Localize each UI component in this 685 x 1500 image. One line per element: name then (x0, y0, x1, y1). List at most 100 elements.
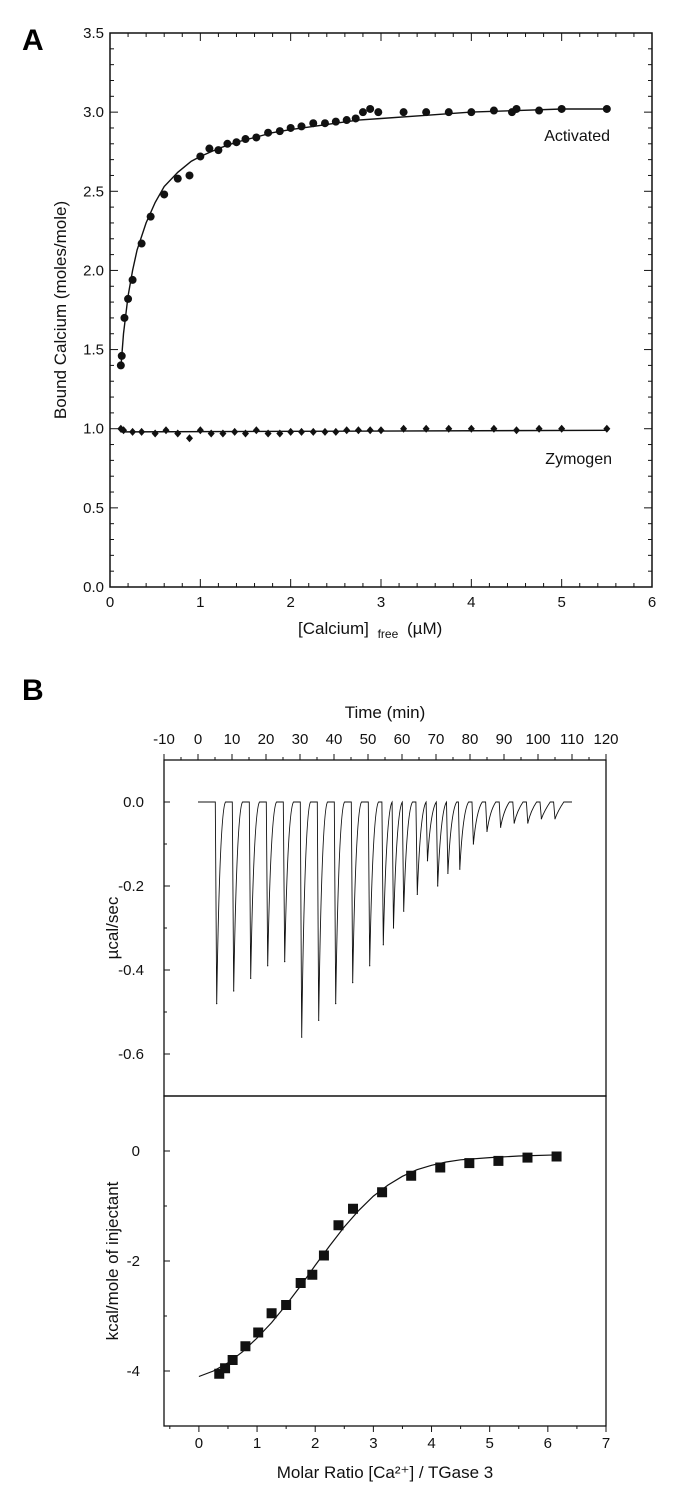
x-tick-label: 5 (557, 594, 565, 611)
data-point-activated (602, 104, 611, 113)
injection-peak (318, 1019, 320, 1022)
injection-peak (216, 1003, 218, 1005)
data-point-zymogen (129, 427, 137, 436)
data-point-activated (117, 351, 126, 360)
panel-a-axes-box (109, 32, 653, 588)
integrated-data-point (493, 1155, 504, 1166)
data-point-activated (467, 108, 476, 117)
x-tick-label: 6 (648, 594, 656, 611)
data-point-activated (185, 171, 194, 180)
data-point-activated (351, 114, 360, 123)
data-point-activated (173, 174, 182, 183)
data-point-activated (535, 106, 544, 115)
data-point-activated (252, 133, 261, 142)
integrated-data-point (253, 1327, 264, 1338)
data-point-zymogen (298, 427, 306, 436)
data-point-activated (124, 294, 133, 303)
panel-label-a: A (22, 24, 44, 57)
injection-peak (250, 977, 252, 980)
integrated-data-point (220, 1363, 231, 1374)
data-point-activated (557, 104, 566, 113)
injection-peak (500, 826, 502, 828)
data-point-activated (232, 138, 241, 147)
time-tick-label: 10 (224, 731, 241, 748)
raw-heat-trace-line (198, 800, 572, 1038)
x-tick-label: 4 (467, 594, 475, 611)
panel-a-data-points (116, 104, 611, 443)
integrated-data-point (318, 1250, 329, 1261)
data-point-activated (342, 116, 351, 125)
integrated-data-point (406, 1170, 417, 1181)
raw-y-tick-label: 0.0 (123, 794, 144, 811)
data-point-zymogen (252, 426, 260, 435)
panel-b-raw-axis-ticks: -10 0 10 20 30 40 50 60 70 80 90 100 110 120 0.0 -0.2 -0… (118, 731, 618, 1063)
molar-ratio-tick-label: 0 (195, 1435, 203, 1452)
injection-peak (540, 818, 543, 820)
series-label-zymogen: Zymogen (545, 451, 612, 468)
data-point-zymogen (513, 426, 520, 435)
data-point-zymogen (467, 424, 475, 433)
injection-peak (459, 868, 461, 870)
data-point-zymogen (535, 424, 543, 433)
integrated-data-point (551, 1151, 562, 1162)
integrated-data-point (281, 1300, 292, 1310)
injection-peak (416, 893, 418, 896)
data-point-zymogen (400, 424, 408, 433)
raw-y-tick-label: -0.4 (118, 962, 144, 979)
injection-peak (267, 965, 269, 967)
data-point-zymogen (422, 424, 430, 433)
data-point-zymogen (264, 429, 272, 438)
data-point-activated (146, 212, 155, 221)
integrated-data-point (435, 1162, 446, 1173)
data-point-zymogen (287, 427, 295, 436)
data-point-activated (264, 128, 273, 137)
injection-peak (437, 885, 439, 887)
integrated-data-point (295, 1278, 306, 1288)
data-point-zymogen (490, 424, 498, 433)
x-tick-label: 3 (377, 594, 385, 611)
injection-peak (403, 910, 405, 912)
time-tick-label: 90 (496, 731, 513, 748)
integrated-data-point (214, 1368, 225, 1379)
data-point-activated (116, 361, 125, 370)
data-point-activated (399, 108, 408, 117)
y-tick-label: 0.5 (83, 500, 104, 517)
data-point-zymogen (151, 429, 159, 438)
panel-b-integrated-axis-ticks: 0 1 2 3 4 5 6 7 0 -2 -4 (127, 1143, 611, 1452)
integrated-data-point (240, 1341, 251, 1352)
data-point-zymogen (276, 429, 284, 438)
panel-a-x-axis-title-unit: (µM) (407, 619, 442, 638)
panel-a-axis-ticks: 0 1 2 3 4 5 6 0.0 0.5 1.0 1.5 2.0 2.5 3.0 3.5 (83, 25, 656, 611)
x-tick-label: 2 (286, 594, 294, 611)
integrated-y-tick-label: -2 (127, 1253, 140, 1270)
data-point-zymogen (366, 426, 374, 435)
panel-b-integrated-plot-frame (163, 1095, 607, 1427)
data-point-activated (120, 313, 129, 322)
integrated-data-point (333, 1220, 344, 1231)
molar-ratio-tick-label: 3 (369, 1435, 377, 1452)
data-point-activated (358, 108, 367, 117)
data-point-zymogen (207, 429, 215, 438)
time-tick-label: -10 (153, 731, 175, 748)
data-point-activated (214, 146, 223, 155)
data-point-zymogen (309, 427, 317, 436)
injection-peak (335, 1003, 337, 1005)
y-tick-label: 2.0 (83, 262, 104, 279)
injection-peak (527, 822, 529, 824)
data-point-zymogen (558, 424, 566, 433)
data-point-zymogen (332, 427, 340, 436)
integrated-data-point (522, 1152, 533, 1163)
x-tick-label: 1 (196, 594, 204, 611)
time-tick-label: 70 (428, 731, 445, 748)
injection-peak (486, 830, 488, 833)
data-point-zymogen (174, 429, 182, 438)
injection-peak (554, 818, 556, 820)
data-point-activated (160, 190, 169, 199)
time-tick-label: 80 (462, 731, 479, 748)
panel-a-x-axis-title-main: [Calcium] (298, 619, 369, 638)
molar-ratio-tick-label: 5 (486, 1435, 494, 1452)
data-point-zymogen (231, 427, 239, 436)
data-point-activated (309, 119, 318, 128)
injection-peak (426, 860, 429, 862)
